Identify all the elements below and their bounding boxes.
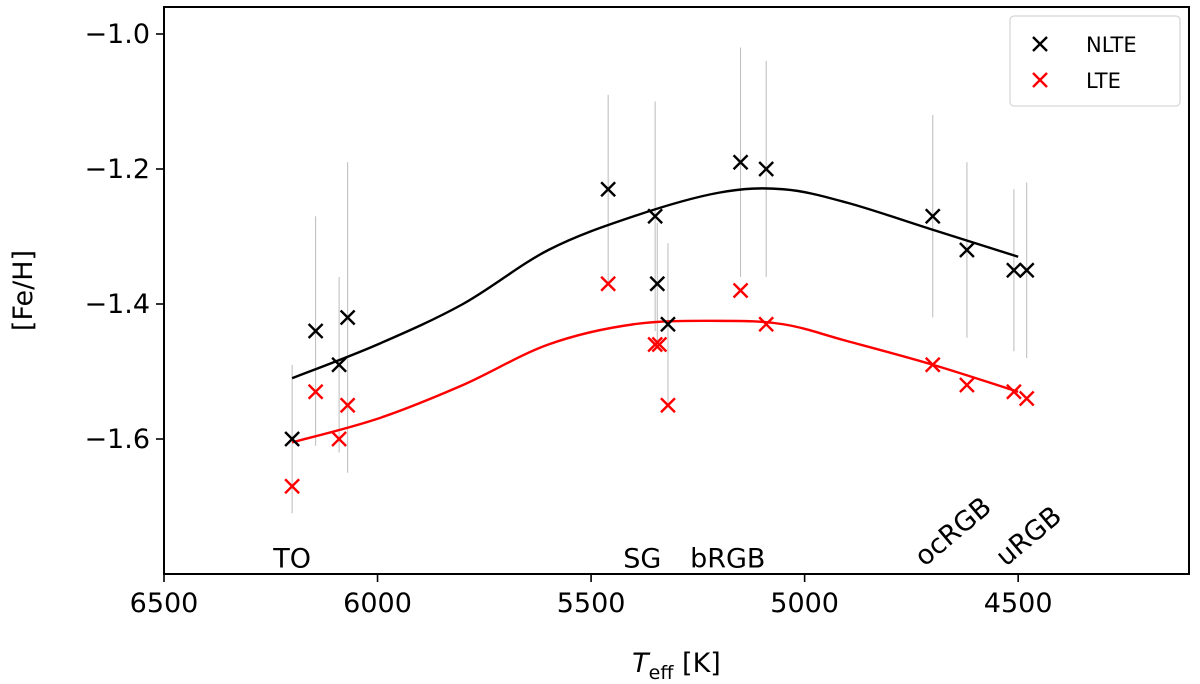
x-axis-label: Teff [K] <box>632 648 721 684</box>
y-tick-label: −1.6 <box>84 424 150 455</box>
lte-point <box>1018 390 1035 407</box>
lte-fit-curve <box>291 319 1019 444</box>
x-tick-label: 6000 <box>343 588 412 619</box>
legend-label-lte: LTE <box>1086 69 1121 93</box>
legend-item-nlte: NLTE <box>1032 33 1137 57</box>
x-axis-label-subscript: eff <box>649 662 675 684</box>
x-axis-ticks: 6500 6000 5500 5000 4500 <box>130 574 1053 619</box>
x-tick-label: 5500 <box>557 588 626 619</box>
x-tick-label: 5000 <box>770 588 839 619</box>
plot-frame <box>163 6 1190 575</box>
annotation-label: SG <box>623 543 661 574</box>
annotation-label: bRGB <box>690 543 765 574</box>
lte-point <box>1006 383 1022 400</box>
annotation-label: ocRGB <box>909 491 998 572</box>
y-tick-label: −1.0 <box>84 19 150 50</box>
legend-label-nlte: NLTE <box>1086 33 1137 57</box>
fit-curves <box>291 187 1019 444</box>
lte-point <box>307 383 324 400</box>
lte-point <box>339 397 356 414</box>
lte-point <box>959 377 975 393</box>
x-axis-label-unit: [K] <box>673 648 720 679</box>
nlte-point <box>758 161 775 177</box>
nlte-point <box>284 431 300 447</box>
legend-item-lte: LTE <box>1032 69 1121 93</box>
nlte-point <box>924 208 941 225</box>
lte-point <box>758 316 775 333</box>
y-tick-label: −1.2 <box>84 154 150 185</box>
nlte-point <box>339 309 356 326</box>
lte-point <box>647 336 663 353</box>
lte-point <box>732 282 749 299</box>
annotation-label: uRGB <box>990 500 1068 572</box>
nlte-point <box>1006 262 1022 279</box>
nlte-fit-curve <box>291 187 1019 380</box>
nlte-point <box>1018 262 1035 279</box>
nlte-point <box>732 154 749 171</box>
nlte-point <box>660 316 676 333</box>
nlte-point <box>307 323 324 339</box>
y-axis-label: [Fe/H] <box>8 250 39 331</box>
lte-point <box>284 478 300 495</box>
x-tick-label: 4500 <box>984 588 1053 619</box>
legend-box <box>1009 15 1181 107</box>
x-axis-label-main: T <box>632 648 651 679</box>
lte-point <box>660 397 676 414</box>
data-markers <box>284 154 1035 495</box>
lte-point <box>331 431 347 447</box>
nlte-point <box>959 242 975 258</box>
lte-point <box>651 336 668 353</box>
nlte-point <box>647 208 663 225</box>
nlte-point <box>600 181 617 198</box>
lte-point <box>924 356 941 373</box>
y-tick-label: −1.4 <box>84 289 150 320</box>
y-axis-ticks: −1.0 −1.2 −1.4 −1.6 <box>84 19 164 455</box>
x-tick-label: 6500 <box>130 588 199 619</box>
nlte-point <box>331 356 347 373</box>
legend: NLTE LTE <box>1009 15 1181 107</box>
nlte-point <box>649 275 666 292</box>
lte-point <box>600 275 617 292</box>
annotation-label: TO <box>272 543 311 574</box>
